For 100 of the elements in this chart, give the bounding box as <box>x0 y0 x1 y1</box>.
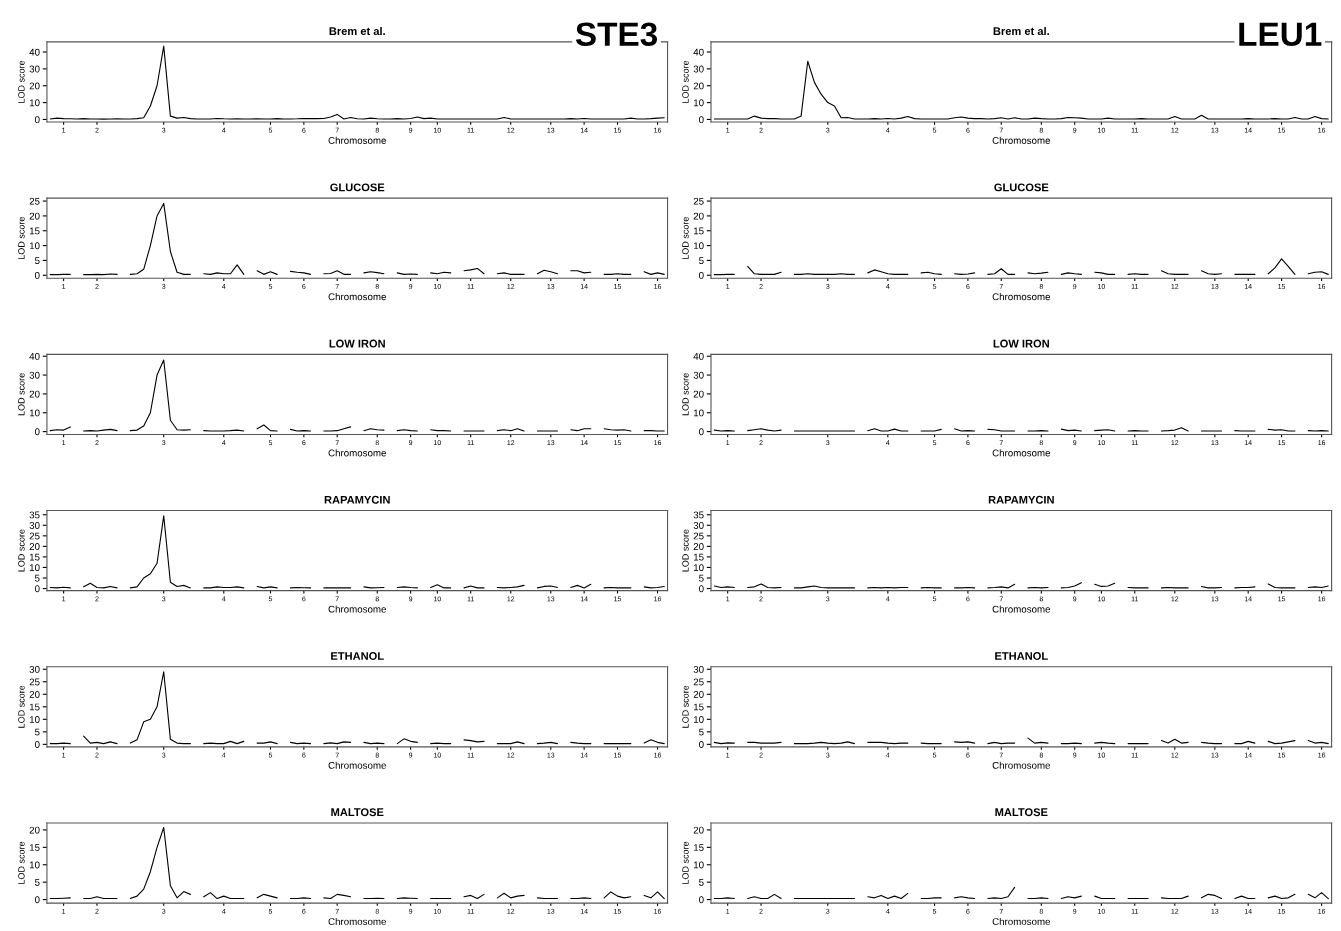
x-axis-title: Chromosome <box>328 761 386 769</box>
x-axis-title: Chromosome <box>992 605 1051 613</box>
y-axis-title: LOD score <box>18 373 25 416</box>
chart-title: GLUCOSE <box>330 183 385 192</box>
x-axis-title: Chromosome <box>992 917 1051 926</box>
y-tick-label: 30 <box>29 665 40 673</box>
chart-title: RAPAMYCIN <box>988 495 1054 504</box>
y-tick-label: 25 <box>29 678 40 686</box>
y-tick-label: 40 <box>29 48 40 56</box>
y-tick-label: 20 <box>693 390 704 398</box>
y-tick-label: 5 <box>34 574 40 582</box>
y-tick-label: 30 <box>29 522 40 529</box>
x-axis-title: Chromosome <box>992 293 1051 301</box>
y-tick-label: 5 <box>699 879 704 886</box>
chart-title: MALTOSE <box>331 808 384 817</box>
y-tick-label: 15 <box>693 703 704 711</box>
y-tick-label: 0 <box>34 271 40 279</box>
chart-title: ETHANOL <box>331 652 384 660</box>
y-tick-label: 0 <box>34 741 40 748</box>
y-tick-label: 20 <box>29 390 40 398</box>
y-axis-title: LOD score <box>18 216 25 259</box>
y-tick-label: 30 <box>693 522 704 529</box>
y-tick-label: 5 <box>699 728 704 736</box>
y-tick-label: 20 <box>29 212 40 220</box>
y-tick-label: 20 <box>693 543 704 550</box>
y-tick-label: 20 <box>693 82 704 90</box>
y-tick-label: 0 <box>34 116 40 124</box>
y-tick-label: 15 <box>693 227 704 235</box>
y-tick-label: 25 <box>29 197 40 205</box>
y-tick-label: 25 <box>693 678 704 686</box>
y-tick-label: 0 <box>699 741 704 748</box>
y-tick-label: 25 <box>693 532 704 540</box>
y-axis-title: LOD score <box>682 529 689 572</box>
y-tick-label: 30 <box>693 65 704 73</box>
y-tick-label: 40 <box>693 352 704 360</box>
y-tick-label: 20 <box>29 826 40 834</box>
y-tick-label: 35 <box>693 511 704 519</box>
y-tick-label: 10 <box>693 99 704 107</box>
x-axis-title: Chromosome <box>992 761 1051 769</box>
y-tick-label: 0 <box>699 116 704 124</box>
y-tick-label: 20 <box>693 212 704 220</box>
y-tick-label: 0 <box>34 585 40 593</box>
y-tick-label: 30 <box>29 371 40 379</box>
x-axis-title: Chromosome <box>328 293 386 301</box>
y-tick-label: 30 <box>29 65 40 73</box>
y-tick-label: 30 <box>693 371 704 379</box>
y-tick-label: 10 <box>29 564 40 572</box>
y-tick-label: 35 <box>29 511 40 519</box>
line-series <box>49 45 665 120</box>
chart-title: RAPAMYCIN <box>324 495 390 504</box>
line-series <box>713 60 1329 120</box>
x-axis-title: Chromosome <box>328 917 386 926</box>
y-tick-label: 40 <box>29 352 40 360</box>
chart-title: LOW IRON <box>329 339 385 348</box>
y-tick-label: 10 <box>29 861 40 869</box>
y-axis-title: LOD score <box>18 60 25 103</box>
chart-title: GLUCOSE <box>994 183 1049 192</box>
annotation: STE3 <box>575 22 658 47</box>
y-tick-label: 20 <box>29 543 40 550</box>
annotation: LEU1 <box>1239 22 1322 47</box>
chart-title: Brem et al. <box>329 26 385 36</box>
y-tick-label: 15 <box>29 227 40 235</box>
y-tick-label: 20 <box>29 82 40 90</box>
y-axis-title: LOD score <box>682 685 689 728</box>
y-tick-label: 10 <box>693 564 704 572</box>
y-tick-label: 40 <box>693 48 704 56</box>
y-tick-label: 20 <box>693 826 704 834</box>
y-tick-label: 10 <box>693 242 704 250</box>
x-axis-title: Chromosome <box>328 449 386 457</box>
y-tick-label: 5 <box>699 257 704 265</box>
y-tick-label: 10 <box>29 409 40 417</box>
chart-title: ETHANOL <box>995 652 1048 660</box>
chart-title: LOW IRON <box>993 339 1049 348</box>
y-tick-label: 5 <box>34 879 40 886</box>
y-axis-title: LOD score <box>18 841 25 884</box>
y-tick-label: 15 <box>29 844 40 851</box>
y-tick-label: 0 <box>699 585 704 593</box>
y-tick-label: 30 <box>693 665 704 673</box>
y-tick-label: 0 <box>699 271 704 279</box>
y-tick-label: 25 <box>693 197 704 205</box>
y-axis-title: LOD score <box>682 841 689 884</box>
y-tick-label: 15 <box>693 553 704 561</box>
x-axis-title: Chromosome <box>992 136 1051 144</box>
y-tick-label: 10 <box>693 716 704 723</box>
y-axis-title: LOD score <box>18 529 25 572</box>
y-tick-label: 20 <box>29 691 40 698</box>
y-tick-label: 10 <box>29 99 40 107</box>
x-axis-title: Chromosome <box>992 449 1051 457</box>
chart-title: Brem et al. <box>993 26 1049 36</box>
y-tick-label: 0 <box>699 428 704 436</box>
y-tick-label: 15 <box>29 703 40 711</box>
y-tick-label: 10 <box>693 861 704 869</box>
chart-title: MALTOSE <box>995 808 1048 817</box>
y-tick-label: 0 <box>34 428 40 436</box>
x-axis-title: Chromosome <box>328 605 386 613</box>
y-tick-label: 0 <box>699 896 704 904</box>
y-tick-label: 5 <box>34 728 40 736</box>
y-tick-label: 25 <box>29 532 40 540</box>
y-tick-label: 10 <box>29 716 40 723</box>
x-axis-title: Chromosome <box>328 136 386 144</box>
